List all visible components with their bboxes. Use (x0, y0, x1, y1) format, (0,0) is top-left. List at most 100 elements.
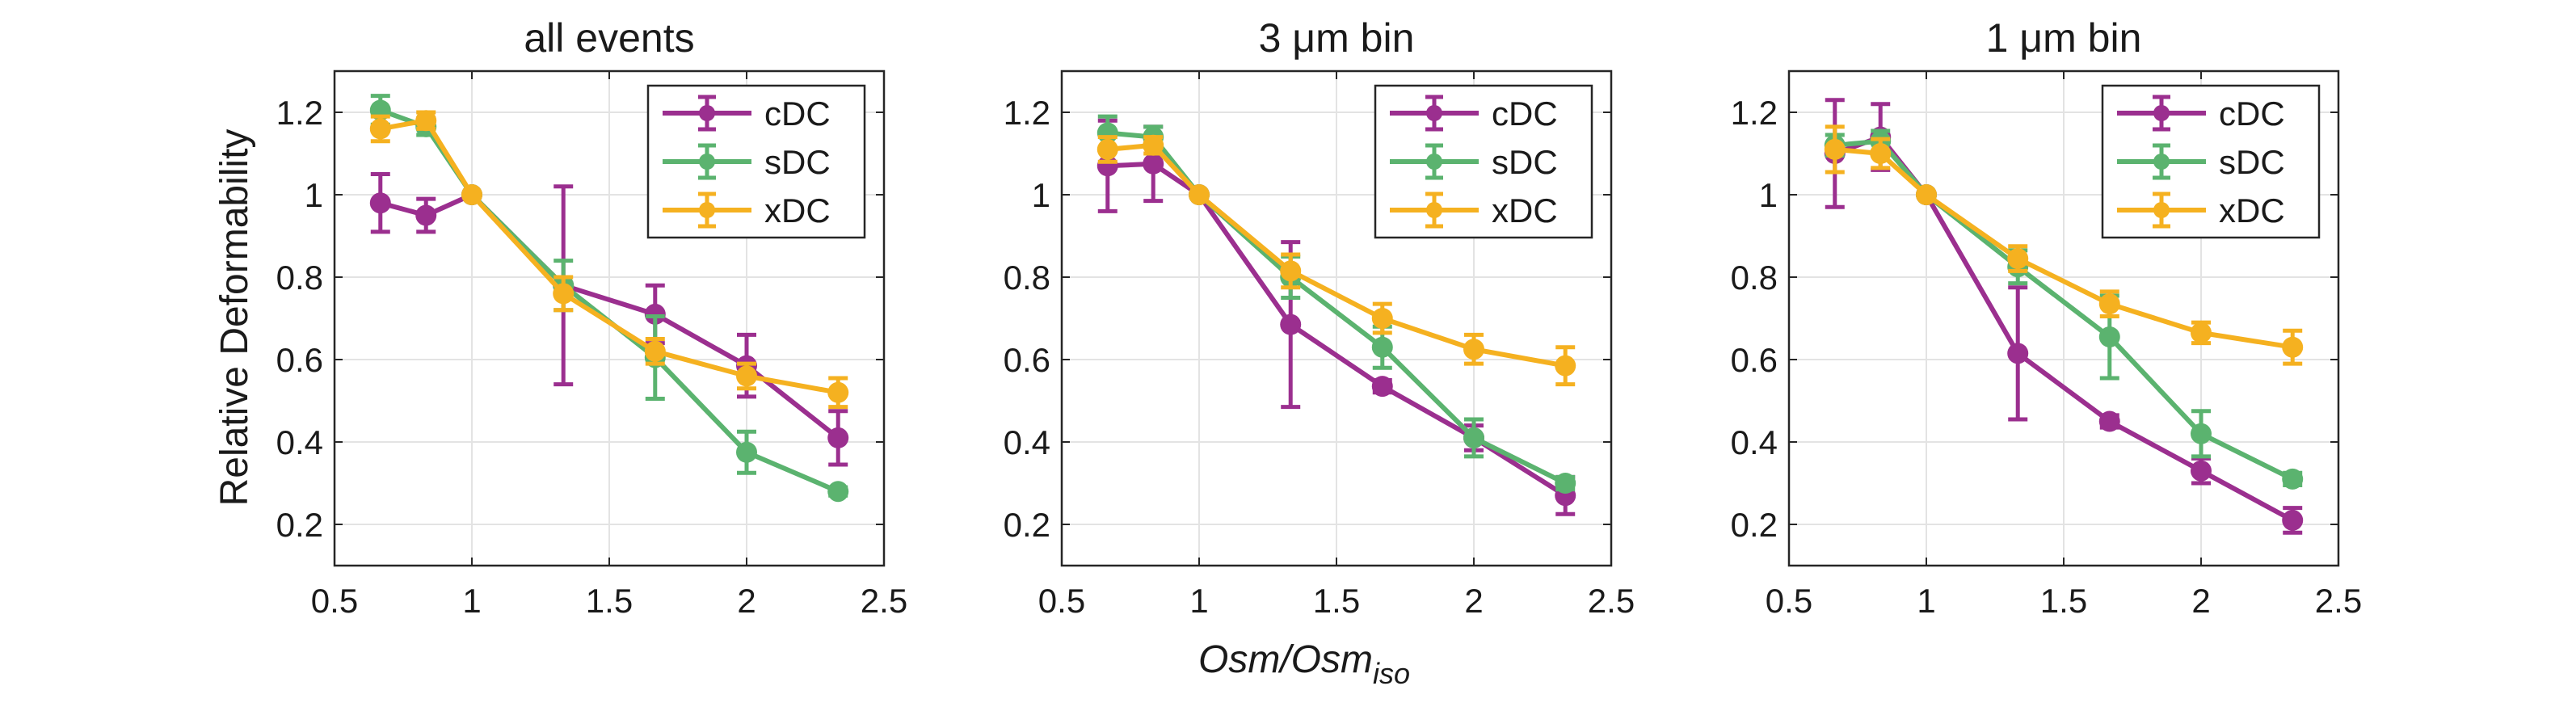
legend-item-sDC: sDC (663, 143, 831, 181)
data-point-sDC (736, 441, 757, 463)
legend-label-cDC: cDC (2219, 95, 2285, 133)
legend-label-xDC: xDC (764, 191, 831, 229)
y-tick-label: 0.2 (1731, 506, 1778, 544)
series-xDC (1096, 134, 1576, 387)
plot-frame (333, 69, 886, 567)
chart-panel-3: 0.5 1 1.5 2 2.5 0.2 0.4 0.6 0.8 1 1.2 1 μm bin cDC sD… (1731, 15, 2363, 620)
legend-item-xDC: xDC (1390, 191, 1558, 229)
data-point-xDC (644, 340, 666, 362)
x-tick-label: 2.5 (1588, 582, 1635, 620)
data-point-cDC (827, 427, 849, 448)
y-tick-label: 1 (1759, 176, 1778, 214)
chart-title: all events (524, 15, 694, 61)
x-tick-label: 1 (1917, 582, 1935, 620)
data-point-xDC (1870, 143, 1892, 164)
y-tick-label: 1.2 (1004, 94, 1050, 132)
data-point-xDC (1555, 355, 1576, 377)
data-point-sDC (2191, 423, 2212, 444)
legend-marker-sDC (1426, 154, 1442, 170)
data-point-cDC (644, 303, 666, 325)
legend-label-xDC: xDC (2219, 191, 2285, 229)
legend-marker-xDC (1426, 202, 1442, 218)
data-point-sDC (1463, 427, 1484, 448)
legend-item-sDC: sDC (1390, 143, 1558, 181)
data-point-xDC (1371, 308, 1393, 329)
legend-item-cDC: cDC (663, 95, 831, 133)
y-tick-label: 0.2 (1004, 506, 1050, 544)
y-tick-label: 0.4 (276, 423, 323, 461)
y-tick-label: 1 (305, 176, 323, 214)
legend-item-xDC: xDC (663, 191, 831, 229)
legend: cDC sDC xDC (1374, 84, 1593, 239)
data-point-xDC (2098, 293, 2120, 315)
data-point-xDC (1916, 184, 1937, 205)
data-point-sDC (2282, 468, 2304, 490)
data-point-sDC (1555, 473, 1576, 494)
data-point-sDC (1371, 336, 1393, 358)
x-tick-label: 0.5 (311, 582, 358, 620)
data-point-cDC (1371, 376, 1393, 398)
data-point-sDC (2098, 326, 2120, 347)
legend-label-sDC: sDC (1492, 143, 1558, 181)
y-tick-label: 1.2 (1731, 94, 1778, 132)
x-axis-label: Osm/Osmiso (1198, 638, 1410, 690)
x-tick-label: 1.5 (1313, 582, 1360, 620)
data-point-xDC (2282, 336, 2304, 358)
legend-item-cDC: cDC (1390, 95, 1558, 133)
x-tick-label: 2 (737, 582, 756, 620)
x-tick-label: 0.5 (1766, 582, 1812, 620)
x-axis-label-subscript: iso (1373, 657, 1410, 690)
data-point-sDC (827, 481, 849, 503)
data-point-xDC (736, 365, 757, 387)
x-tick-label: 2 (2191, 582, 2210, 620)
x-tick-label: 2.5 (861, 582, 907, 620)
data-point-xDC (369, 118, 391, 140)
data-point-xDC (1189, 184, 1210, 205)
x-axis-label-main: Osm/Osm (1198, 638, 1373, 681)
chart-title: 1 μm bin (1986, 15, 2142, 61)
plot-frame (1060, 69, 1613, 567)
chart-title: 3 μm bin (1259, 15, 1415, 61)
y-tick-label: 0.6 (276, 341, 323, 379)
data-point-xDC (827, 381, 849, 403)
series-xDC (369, 110, 849, 410)
data-point-xDC (2191, 322, 2212, 343)
data-point-xDC (1824, 138, 1846, 160)
legend-item-xDC: xDC (2117, 191, 2285, 229)
y-tick-label: 0.6 (1004, 341, 1050, 379)
legend-label-cDC: cDC (764, 95, 831, 133)
legend-marker-xDC (2153, 202, 2170, 218)
x-tick-label: 0.5 (1038, 582, 1085, 620)
data-point-xDC (553, 283, 575, 305)
data-point-cDC (2282, 509, 2304, 531)
chart-panel-1: 0.5 1 1.5 2 2.5 0.2 0.4 0.6 0.8 1 1.2 all events cDC… (276, 15, 908, 620)
legend-item-sDC: sDC (2117, 143, 2285, 181)
legend-item-cDC: cDC (2117, 95, 2285, 133)
legend-label-sDC: sDC (2219, 143, 2285, 181)
plot-frame (1787, 69, 2340, 567)
series-xDC (1824, 124, 2304, 366)
legend-marker-cDC (2153, 105, 2170, 121)
data-point-xDC (1280, 260, 1302, 282)
y-tick-label: 0.8 (276, 259, 323, 297)
data-point-cDC (1280, 314, 1302, 335)
y-tick-label: 0.6 (1731, 341, 1778, 379)
data-point-cDC (2191, 460, 2212, 482)
legend-marker-xDC (699, 202, 715, 218)
legend-marker-sDC (699, 154, 715, 170)
data-point-cDC (369, 192, 391, 214)
y-tick-label: 0.4 (1004, 423, 1050, 461)
legend-label-sDC: sDC (764, 143, 831, 181)
y-tick-label: 0.8 (1731, 259, 1778, 297)
legend-label-cDC: cDC (1492, 95, 1558, 133)
legend: cDC sDC xDC (646, 84, 866, 239)
legend-marker-sDC (2153, 154, 2170, 170)
y-tick-label: 0.2 (276, 506, 323, 544)
legend-marker-cDC (1426, 105, 1442, 121)
x-tick-label: 1.5 (2040, 582, 2087, 620)
data-point-xDC (1096, 138, 1118, 160)
data-point-xDC (1143, 134, 1164, 156)
x-tick-label: 1 (462, 582, 481, 620)
x-tick-label: 2 (1464, 582, 1483, 620)
